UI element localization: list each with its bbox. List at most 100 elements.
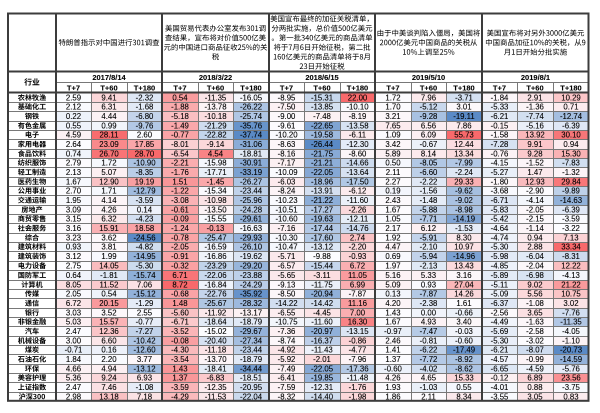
svg-text:2.75: 2.75 <box>66 261 82 270</box>
svg-text:-1.68: -1.68 <box>136 102 154 111</box>
svg-text:-4.30: -4.30 <box>171 345 189 354</box>
svg-text:2.05: 2.05 <box>66 289 82 298</box>
svg-text:10.29: 10.29 <box>561 93 581 102</box>
svg-text:-1.84: -1.84 <box>491 93 509 102</box>
svg-text:-14.95: -14.95 <box>133 252 156 261</box>
svg-text:2.88: 2.88 <box>527 242 542 251</box>
svg-text:-0.91: -0.91 <box>171 252 189 261</box>
svg-text:2.59: 2.59 <box>66 93 81 102</box>
svg-text:T+180: T+180 <box>240 83 261 92</box>
svg-text:2.47: 2.47 <box>66 383 81 392</box>
svg-text:0.14: 0.14 <box>137 205 153 214</box>
svg-text:-4.13: -4.13 <box>562 271 580 280</box>
svg-text:-18.51: -18.51 <box>240 373 262 382</box>
svg-text:-11.60: -11.60 <box>347 196 369 205</box>
svg-text:7.13: 7.13 <box>563 233 578 242</box>
svg-text:-0.81: -0.81 <box>420 336 438 345</box>
svg-text:-1.03: -1.03 <box>420 383 438 392</box>
svg-text:-0.77: -0.77 <box>171 130 189 139</box>
svg-text:-1.10: -1.10 <box>562 336 580 345</box>
svg-text:-1.48: -1.48 <box>420 196 438 205</box>
svg-text:1.70: 1.70 <box>385 102 401 111</box>
svg-text:0.13: 0.13 <box>385 289 400 298</box>
svg-text:-19.85: -19.85 <box>311 373 334 382</box>
svg-text:-10.09: -10.09 <box>275 168 297 177</box>
svg-text:0.74: 0.74 <box>66 149 82 158</box>
svg-text:-5.88: -5.88 <box>420 205 438 214</box>
svg-text:-6.65: -6.65 <box>491 364 509 373</box>
svg-text:-1.56: -1.56 <box>420 186 438 195</box>
svg-text:1.84: 1.84 <box>66 355 82 364</box>
svg-text:-14.66: -14.66 <box>346 158 368 167</box>
svg-text:T+180: T+180 <box>347 83 368 92</box>
svg-text:-3.59: -3.59 <box>562 214 580 223</box>
svg-text:13.43: 13.43 <box>454 261 474 270</box>
svg-text:12.36: 12.36 <box>99 327 119 336</box>
svg-text:-10.98: -10.98 <box>204 196 226 205</box>
svg-text:-6.54: -6.54 <box>171 149 189 158</box>
svg-text:-7.16: -7.16 <box>278 224 296 233</box>
svg-text:-0.93: -0.93 <box>349 252 367 261</box>
svg-text:29.33: 29.33 <box>454 177 474 186</box>
svg-text:-15.31: -15.31 <box>311 93 333 102</box>
svg-text:-23.29: -23.29 <box>204 261 226 270</box>
svg-text:-23.88: -23.88 <box>240 271 262 280</box>
svg-text:-5.94: -5.94 <box>420 252 438 261</box>
svg-text:-13.78: -13.78 <box>204 102 226 111</box>
svg-text:-11.60: -11.60 <box>311 317 333 326</box>
svg-text:-10.23: -10.23 <box>275 196 297 205</box>
svg-text:0.69: 0.69 <box>385 252 400 261</box>
svg-text:1.72: 1.72 <box>101 158 116 167</box>
svg-text:14.26: 14.26 <box>454 289 474 298</box>
svg-text:-6.22: -6.22 <box>420 345 438 354</box>
svg-text:T+60: T+60 <box>313 83 330 92</box>
svg-text:-3.52: -3.52 <box>171 327 189 336</box>
svg-text:14.05: 14.05 <box>99 261 119 270</box>
svg-text:-25.74: -25.74 <box>240 112 263 121</box>
svg-text:-7.83: -7.83 <box>562 158 580 167</box>
svg-text:3.21: 3.21 <box>385 112 400 121</box>
svg-text:-0.32: -0.32 <box>171 261 189 270</box>
svg-text:-6.21: -6.21 <box>491 112 509 121</box>
svg-text:-15.98: -15.98 <box>204 158 226 167</box>
svg-text:-0.60: -0.60 <box>455 336 473 345</box>
svg-text:-5.98: -5.98 <box>491 252 509 261</box>
svg-text:-12.35: -12.35 <box>204 383 227 392</box>
svg-text:-5.71: -5.71 <box>278 252 296 261</box>
svg-text:28.11: 28.11 <box>100 130 119 139</box>
svg-text:-1.81: -1.81 <box>100 271 118 280</box>
svg-text:4.54: 4.54 <box>208 149 224 158</box>
svg-text:5.56: 5.56 <box>527 289 542 298</box>
svg-text:1.97: 1.97 <box>385 261 400 270</box>
svg-text:-35.92: -35.92 <box>240 289 262 298</box>
svg-text:7.65: 7.65 <box>385 121 401 130</box>
svg-text:1.93: 1.93 <box>385 383 400 392</box>
svg-text:-28.32: -28.32 <box>240 299 262 308</box>
svg-text:-13.58: -13.58 <box>346 121 368 130</box>
svg-text:-1.58: -1.58 <box>491 130 509 139</box>
svg-text:-0.78: -0.78 <box>171 233 189 242</box>
svg-text:1.41: 1.41 <box>385 345 400 354</box>
svg-text:-34.44: -34.44 <box>240 364 263 373</box>
svg-text:-10.18: -10.18 <box>204 112 226 121</box>
svg-text:-1.53: -1.53 <box>455 224 473 233</box>
svg-text:-3.59: -3.59 <box>136 196 154 205</box>
svg-text:-22.04: -22.04 <box>240 392 263 401</box>
svg-text:-11.35: -11.35 <box>205 93 227 102</box>
svg-text:-8.05: -8.05 <box>420 158 438 167</box>
svg-text:-8.35: -8.35 <box>136 168 154 177</box>
svg-text:3.02: 3.02 <box>563 299 578 308</box>
svg-text:-20.40: -20.40 <box>204 336 227 345</box>
svg-text:-0.99: -0.99 <box>526 355 544 364</box>
svg-text:-6.83: -6.83 <box>207 373 225 382</box>
svg-text:0.71: 0.71 <box>563 102 578 111</box>
svg-text:-7.76: -7.76 <box>562 308 580 317</box>
svg-text:-0.86: -0.86 <box>349 336 367 345</box>
svg-text:-25.47: -25.47 <box>204 233 226 242</box>
svg-text:-10.30: -10.30 <box>275 233 298 242</box>
svg-text:3.42: 3.42 <box>385 140 400 149</box>
svg-text:2.13: 2.13 <box>66 168 81 177</box>
svg-text:-4.49: -4.49 <box>491 317 509 326</box>
svg-text:2.70: 2.70 <box>66 186 82 195</box>
svg-text:-6.71: -6.71 <box>171 317 189 326</box>
